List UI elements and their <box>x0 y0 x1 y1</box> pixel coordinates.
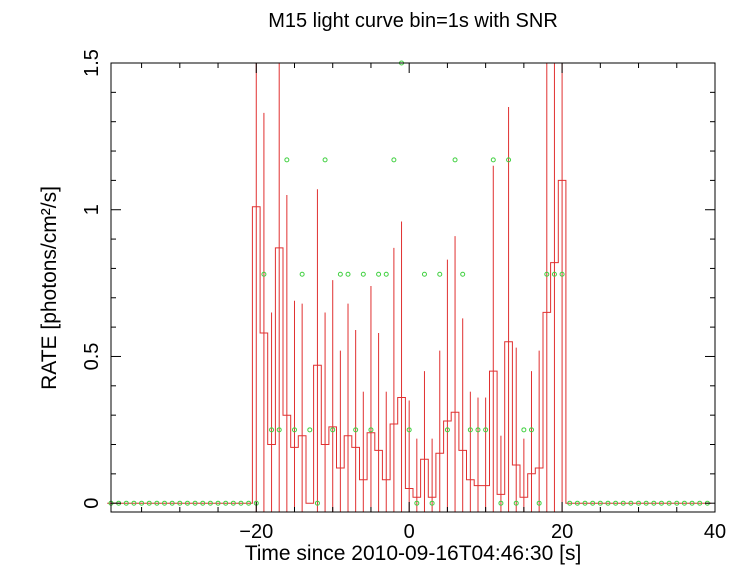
snr-marker <box>391 157 397 163</box>
snr-marker <box>200 500 206 506</box>
plot-marks <box>107 60 712 512</box>
snr-marker <box>460 271 466 277</box>
snr-marker <box>383 271 389 277</box>
snr-marker <box>483 427 489 433</box>
snr-marker <box>223 500 229 506</box>
snr-marker <box>154 500 160 506</box>
snr-marker <box>544 271 550 277</box>
snr-marker <box>169 500 175 506</box>
snr-marker <box>146 500 152 506</box>
snr-marker <box>421 271 427 277</box>
snr-marker <box>238 500 244 506</box>
snr-marker <box>506 157 512 163</box>
snr-marker <box>139 500 145 506</box>
snr-marker <box>628 500 634 506</box>
snr-marker <box>613 500 619 506</box>
snr-marker <box>345 271 351 277</box>
x-axis-title: Time since 2010-09-16T04:46:30 [s] <box>245 542 582 565</box>
y-axis-title: RATE [photons/cm²/s] <box>38 186 61 390</box>
snr-marker <box>689 500 695 506</box>
y-axis: 0 0.5 1 1.5 <box>81 49 715 509</box>
snr-marker <box>215 500 221 506</box>
snr-marker <box>437 271 443 277</box>
snr-marker <box>597 500 603 506</box>
snr-marker <box>284 157 290 163</box>
snr-marker <box>674 500 680 506</box>
snr-marker <box>666 500 672 506</box>
snr-marker <box>414 500 420 506</box>
y-tick-label: 0.5 <box>81 343 103 371</box>
snr-marker <box>521 427 527 433</box>
snr-marker <box>376 271 382 277</box>
snr-marker <box>269 427 275 433</box>
snr-marker <box>192 500 198 506</box>
snr-marker <box>360 271 366 277</box>
snr-marker <box>353 427 359 433</box>
x-tick-label: −20 <box>239 521 273 543</box>
snr-marker <box>299 271 305 277</box>
snr-marker <box>582 500 588 506</box>
snr-marker <box>590 500 596 506</box>
snr-marker <box>452 157 458 163</box>
snr-marker <box>177 500 183 506</box>
snr-marker <box>307 427 313 433</box>
y-tick-label: 1 <box>81 204 103 215</box>
y-tick-label: 0 <box>81 498 103 509</box>
snr-marker <box>184 500 190 506</box>
snr-marker <box>605 500 611 506</box>
snr-marker <box>314 500 320 506</box>
snr-marker <box>207 500 213 506</box>
x-tick-label: 0 <box>404 521 415 543</box>
snr-marker <box>574 500 580 506</box>
snr-marker <box>261 271 267 277</box>
snr-marker <box>636 500 642 506</box>
plot-frame <box>110 62 716 513</box>
snr-marker <box>131 500 137 506</box>
x-tick-label: 20 <box>551 521 573 543</box>
x-tick-label: 40 <box>704 521 726 543</box>
snr-marker <box>681 500 687 506</box>
x-axis: −20 0 20 40 <box>141 63 726 543</box>
y-tick-label: 1.5 <box>81 49 103 77</box>
snr-marker <box>467 427 473 433</box>
snr-marker <box>276 427 282 433</box>
snr-marker <box>162 500 168 506</box>
snr-marker <box>529 427 535 433</box>
rate-step-line <box>107 179 712 504</box>
snr-marker <box>337 271 343 277</box>
snr-marker <box>475 427 481 433</box>
snr-marker <box>123 500 129 506</box>
snr-marker <box>291 427 297 433</box>
snr-marker <box>490 157 496 163</box>
snr-marker <box>643 500 649 506</box>
snr-marker <box>651 500 657 506</box>
snr-marker <box>498 500 504 506</box>
snr-marker <box>551 271 557 277</box>
snr-marker <box>406 427 412 433</box>
snr-marker <box>246 500 252 506</box>
snr-marker <box>322 157 328 163</box>
snr-marker <box>620 500 626 506</box>
snr-marker <box>697 500 703 506</box>
snr-marker <box>429 500 435 506</box>
snr-marker <box>444 427 450 433</box>
snr-marker <box>536 500 542 506</box>
snr-marker <box>230 500 236 506</box>
snr-marker <box>559 271 565 277</box>
snr-marker <box>330 427 336 433</box>
snr-marker <box>368 427 374 433</box>
snr-marker <box>513 500 519 506</box>
chart-title: M15 light curve bin=1s with SNR <box>268 10 558 32</box>
snr-marker <box>567 500 573 506</box>
snr-marker <box>658 500 664 506</box>
